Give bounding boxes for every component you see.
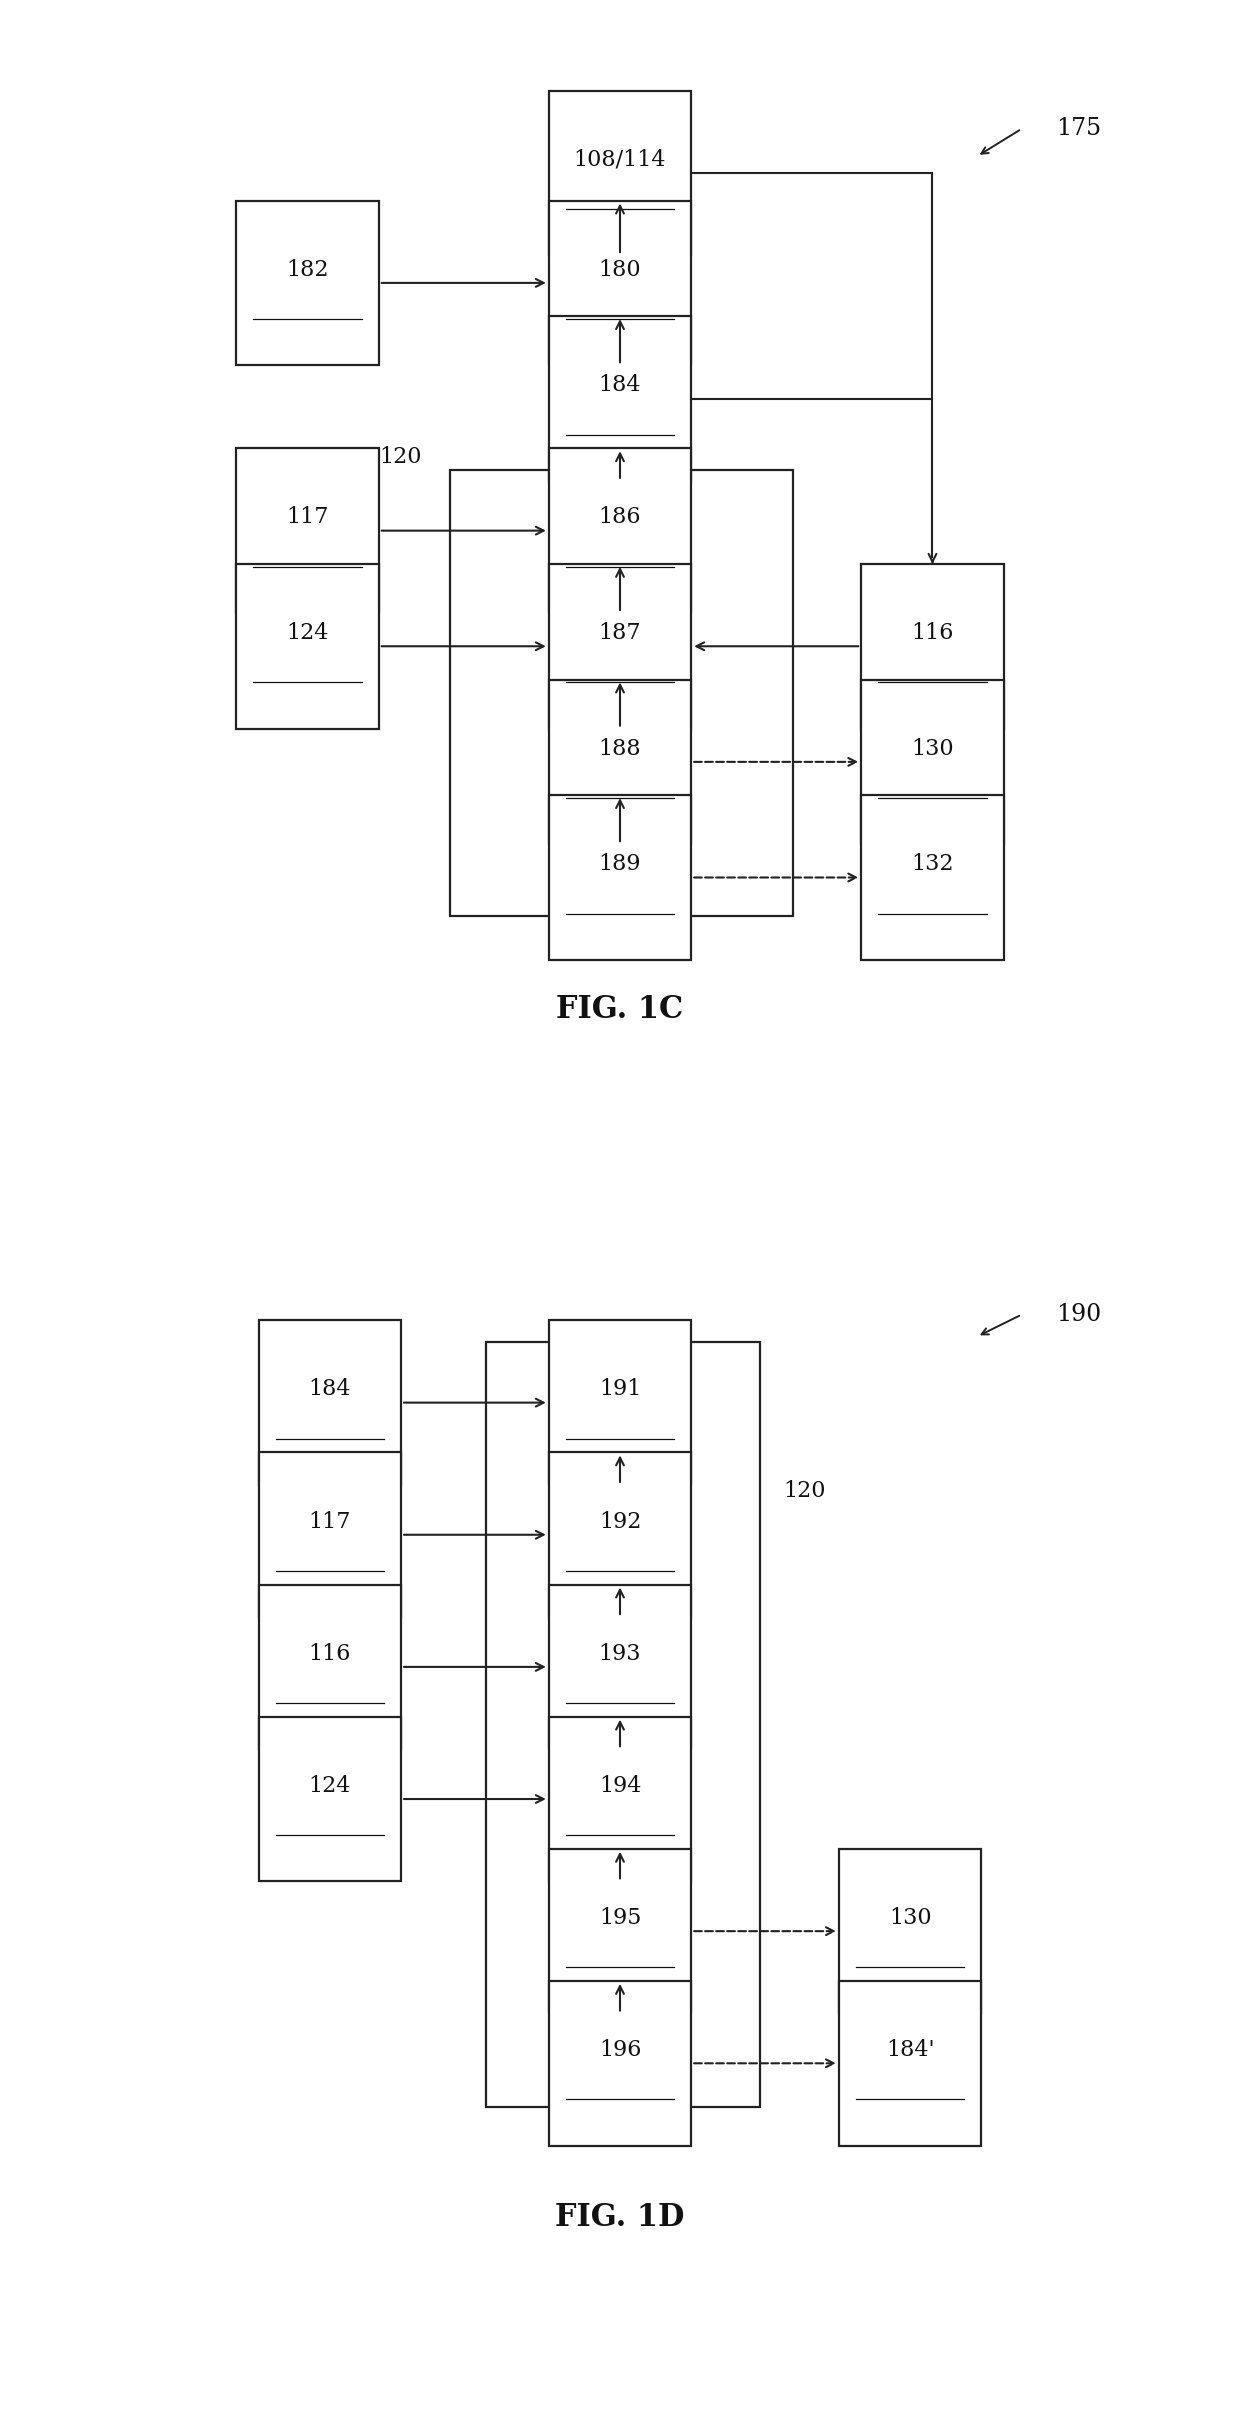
Text: 184: 184 — [309, 1379, 351, 1401]
Text: 186: 186 — [599, 506, 641, 528]
Bar — [549, 90, 692, 254]
Bar — [862, 564, 1004, 728]
Bar — [549, 1452, 692, 1617]
Bar — [549, 317, 692, 482]
Text: 195: 195 — [599, 1907, 641, 1929]
Text: 120: 120 — [379, 445, 422, 467]
Text: 194: 194 — [599, 1774, 641, 1798]
Bar — [549, 1849, 692, 2013]
Text: FIG. 1C: FIG. 1C — [557, 995, 683, 1026]
Text: 184': 184' — [885, 2040, 935, 2062]
Bar — [486, 1343, 759, 2108]
Text: 175: 175 — [1056, 116, 1101, 140]
Text: 193: 193 — [599, 1643, 641, 1665]
Text: 180: 180 — [599, 259, 641, 281]
Text: 187: 187 — [599, 622, 641, 644]
Bar — [236, 201, 379, 365]
Bar — [236, 448, 379, 612]
Bar — [839, 1982, 982, 2147]
Bar — [259, 1716, 402, 1880]
Text: 124: 124 — [309, 1774, 351, 1798]
Text: 192: 192 — [599, 1510, 641, 1532]
Bar — [236, 564, 379, 728]
Text: 130: 130 — [911, 738, 954, 760]
Text: 184: 184 — [599, 375, 641, 397]
Text: 191: 191 — [599, 1379, 641, 1401]
Text: 117: 117 — [309, 1510, 351, 1532]
Bar — [259, 1585, 402, 1750]
Bar — [839, 1849, 982, 2013]
Text: 182: 182 — [286, 259, 329, 281]
Text: 120: 120 — [784, 1479, 826, 1503]
Text: 108/114: 108/114 — [574, 148, 666, 172]
Text: FIG. 1D: FIG. 1D — [556, 2202, 684, 2234]
Bar — [549, 448, 692, 612]
Bar — [450, 469, 794, 917]
Bar — [259, 1452, 402, 1617]
Bar — [549, 796, 692, 961]
Text: 196: 196 — [599, 2040, 641, 2062]
Bar — [259, 1321, 402, 1486]
Bar — [862, 680, 1004, 845]
Bar — [549, 1585, 692, 1750]
Bar — [549, 201, 692, 365]
Text: 188: 188 — [599, 738, 641, 760]
Bar — [549, 1716, 692, 1880]
Text: 116: 116 — [309, 1643, 351, 1665]
Text: 132: 132 — [911, 854, 954, 876]
Text: 117: 117 — [286, 506, 329, 528]
Text: 130: 130 — [889, 1907, 931, 1929]
Bar — [549, 1982, 692, 2147]
Text: 124: 124 — [286, 622, 329, 644]
Bar — [549, 564, 692, 728]
Text: 116: 116 — [911, 622, 954, 644]
Bar — [862, 796, 1004, 961]
Text: 189: 189 — [599, 854, 641, 876]
Text: 190: 190 — [1056, 1302, 1101, 1326]
Bar — [549, 680, 692, 845]
Bar — [549, 1321, 692, 1486]
